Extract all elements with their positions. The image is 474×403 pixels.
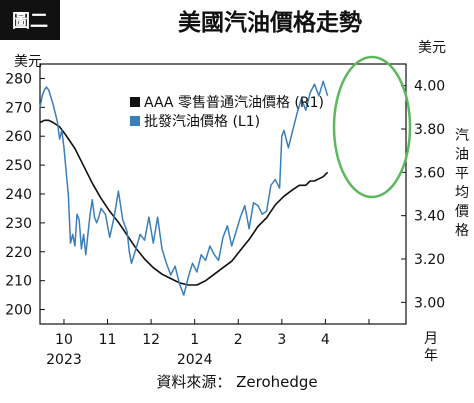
right-axis-label-char: 均 — [455, 185, 469, 201]
badge-label: 圖二 — [12, 11, 48, 32]
left-tick-label: 260 — [5, 129, 32, 145]
chart-title: 美國汽油價格走勢 — [178, 9, 362, 36]
x-tick-label: 3 — [277, 332, 286, 348]
left-axis-ticks: 200 210 220 230 240 250 260 270 280 — [5, 71, 45, 319]
left-tick-label: 270 — [5, 100, 32, 116]
x-tick-label: 11 — [99, 332, 117, 348]
right-tick-label: 3.60 — [414, 165, 445, 181]
right-axis-unit: 美元 — [418, 40, 446, 56]
right-axis-label-char: 油 — [455, 147, 469, 163]
highlight-ellipse — [332, 55, 412, 199]
source-note: 資料來源： Zerohedge — [156, 373, 317, 391]
right-tick-label: 3.80 — [414, 122, 445, 138]
left-tick-label: 250 — [5, 158, 32, 174]
right-tick-label: 3.00 — [414, 295, 445, 311]
left-tick-label: 280 — [5, 71, 32, 87]
x-axis-unit-year: 年 — [424, 348, 438, 364]
left-tick-label: 210 — [5, 274, 32, 290]
badge-box — [0, 0, 60, 40]
right-axis-label-char: 格 — [455, 223, 469, 239]
x-tick-label: 1 — [190, 332, 199, 348]
x-tick-label: 12 — [142, 332, 160, 348]
right-axis-label-char: 平 — [455, 166, 469, 182]
right-tick-label: 3.20 — [414, 252, 445, 268]
right-axis-ticks: 3.00 3.20 3.40 3.60 3.80 4.00 — [401, 79, 445, 311]
series-line-retail — [39, 119, 329, 286]
legend-swatch-wholesale — [130, 116, 140, 126]
left-tick-label: 200 — [5, 303, 32, 319]
legend-swatch-retail — [130, 97, 140, 107]
right-tick-label: 4.00 — [414, 79, 445, 95]
left-tick-label: 220 — [5, 245, 32, 261]
x-year-label: 2024 — [177, 352, 213, 368]
series-line-wholesale — [39, 80, 329, 296]
legend: AAA 零售普通汽油價格 (R1) 批發汽油價格 (L1) — [130, 94, 324, 130]
x-axis-unit-month: 月 — [424, 331, 438, 347]
left-axis-unit: 美元 — [14, 54, 42, 70]
right-axis-label-char: 價 — [455, 203, 469, 220]
legend-label-retail: AAA 零售普通汽油價格 (R1) — [144, 94, 324, 111]
legend-label-wholesale: 批發汽油價格 (L1) — [144, 113, 260, 130]
x-year-label: 2023 — [46, 352, 82, 368]
left-tick-label: 230 — [5, 216, 32, 232]
right-axis-label-char: 汽 — [455, 128, 469, 144]
x-tick-label: 4 — [321, 332, 330, 348]
x-tick-label: 10 — [55, 332, 73, 348]
left-tick-label: 240 — [5, 187, 32, 203]
series-lines — [39, 80, 329, 296]
x-tick-label: 2 — [234, 332, 243, 348]
right-tick-label: 3.40 — [414, 209, 445, 225]
